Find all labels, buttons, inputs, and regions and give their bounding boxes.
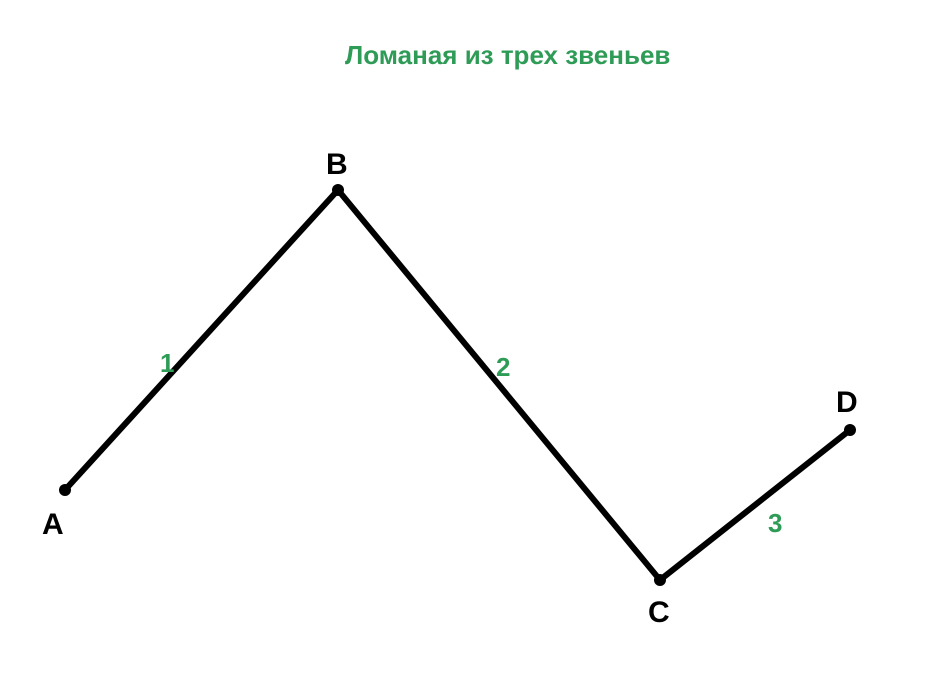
node-c-dot [654,574,666,586]
segment-label-2: 2 [496,352,510,383]
nodes-group [59,184,856,586]
node-b-dot [332,184,344,196]
segment-2 [338,190,660,580]
node-label-c: C [648,596,670,630]
segment-1 [65,190,338,490]
diagram-canvas: Ломаная из трех звеньев ABCD 123 [0,0,940,690]
segment-label-1: 1 [160,348,174,379]
node-label-d: D [836,386,858,420]
edges-group [65,190,850,580]
node-label-b: B [326,148,348,182]
segment-label-3: 3 [768,508,782,539]
node-a-dot [59,484,71,496]
segment-3 [660,430,850,580]
polyline-svg [0,0,940,690]
node-d-dot [844,424,856,436]
node-label-a: A [42,508,64,542]
